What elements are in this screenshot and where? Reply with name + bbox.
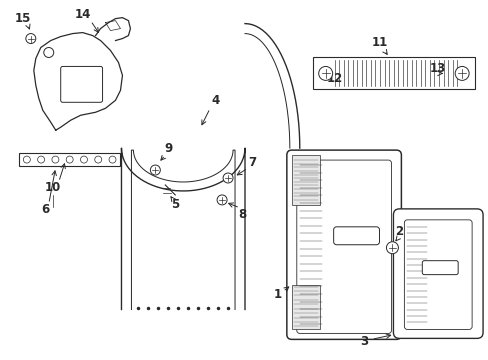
FancyBboxPatch shape [422, 261, 457, 275]
Text: 4: 4 [210, 94, 219, 107]
FancyBboxPatch shape [333, 227, 379, 245]
FancyBboxPatch shape [404, 220, 471, 329]
Circle shape [26, 33, 36, 44]
Text: 8: 8 [237, 208, 245, 221]
Bar [291, 155, 319, 205]
Text: 9: 9 [164, 141, 172, 155]
Text: 12: 12 [326, 72, 342, 85]
Circle shape [23, 156, 30, 163]
Text: 5: 5 [171, 198, 179, 211]
Text: 15: 15 [15, 12, 31, 25]
Circle shape [66, 156, 73, 163]
Bar [312, 58, 474, 89]
Circle shape [386, 242, 398, 254]
Circle shape [38, 156, 44, 163]
Text: 10: 10 [44, 181, 61, 194]
Circle shape [217, 195, 226, 205]
Circle shape [81, 156, 87, 163]
Text: 11: 11 [370, 36, 387, 49]
FancyBboxPatch shape [296, 160, 390, 333]
Circle shape [44, 48, 54, 58]
Text: 14: 14 [74, 8, 91, 21]
Text: 1: 1 [273, 288, 282, 301]
Circle shape [223, 173, 233, 183]
Circle shape [318, 67, 332, 80]
Circle shape [109, 156, 116, 163]
Text: 7: 7 [247, 156, 256, 168]
Text: 6: 6 [41, 203, 50, 216]
Circle shape [52, 156, 59, 163]
Bar [19, 153, 120, 166]
Circle shape [95, 156, 102, 163]
FancyBboxPatch shape [393, 209, 482, 338]
Text: 3: 3 [360, 335, 368, 348]
Text: 13: 13 [428, 62, 445, 75]
Bar [291, 285, 319, 329]
FancyBboxPatch shape [61, 67, 102, 102]
FancyBboxPatch shape [286, 150, 401, 339]
Text: 2: 2 [394, 225, 403, 238]
Circle shape [454, 67, 468, 80]
Circle shape [150, 165, 160, 175]
